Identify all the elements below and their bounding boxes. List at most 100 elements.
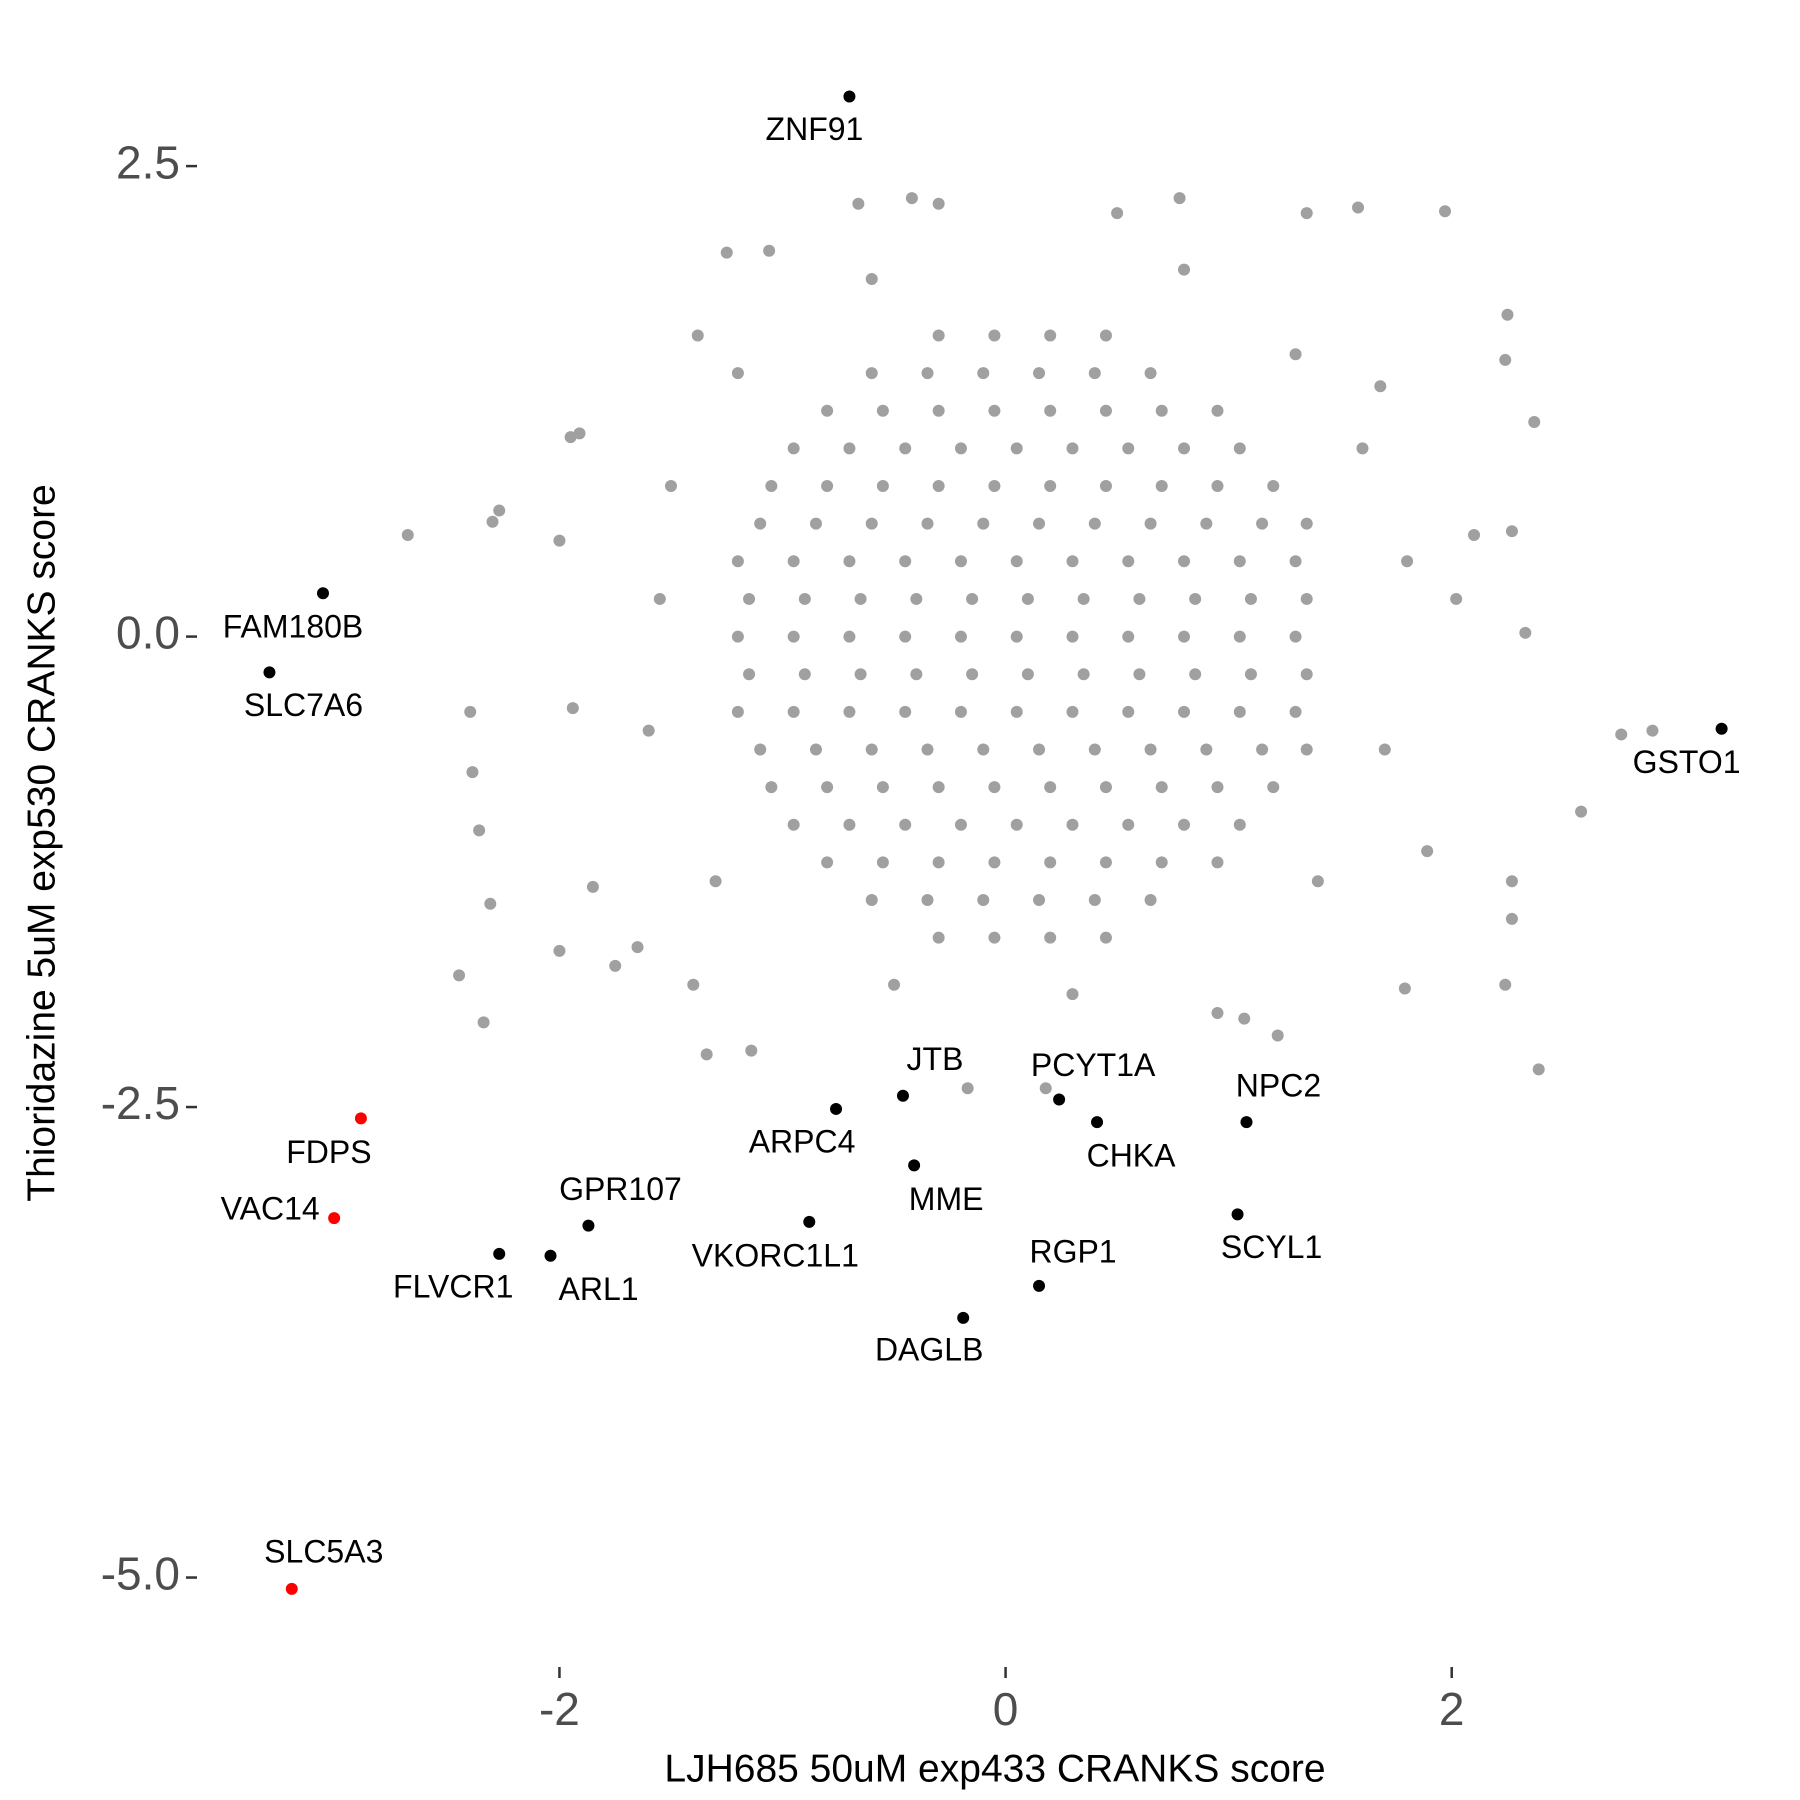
point-label: ARL1 — [558, 1271, 638, 1307]
point — [1122, 630, 1135, 643]
point — [932, 931, 945, 944]
point — [765, 480, 778, 493]
point — [1178, 442, 1191, 455]
point — [1010, 705, 1023, 718]
point — [354, 1112, 367, 1125]
point — [1499, 353, 1512, 366]
point — [285, 1582, 298, 1595]
point — [854, 668, 867, 681]
point — [921, 367, 934, 380]
point — [573, 427, 586, 440]
point — [700, 1048, 713, 1061]
point-label: ZNF91 — [766, 111, 864, 147]
point — [1178, 555, 1191, 568]
point — [843, 630, 856, 643]
point — [905, 192, 918, 205]
point — [932, 197, 945, 210]
point — [765, 781, 778, 794]
point — [1053, 1093, 1066, 1106]
point — [1111, 207, 1124, 220]
point — [798, 592, 811, 605]
point — [473, 824, 486, 837]
point — [1505, 525, 1518, 538]
point — [1155, 480, 1168, 493]
point-label: NPC2 — [1236, 1068, 1321, 1104]
point — [1211, 856, 1224, 869]
point — [876, 856, 889, 869]
point — [1133, 668, 1146, 681]
point — [484, 897, 497, 910]
point — [921, 894, 934, 907]
y-tick-label: 0.0 — [116, 607, 180, 659]
point — [932, 404, 945, 417]
point — [830, 1102, 843, 1115]
point — [1505, 912, 1518, 925]
point — [1505, 875, 1518, 888]
point — [1374, 380, 1387, 393]
point — [988, 329, 1001, 342]
point — [888, 978, 901, 991]
point — [1099, 329, 1112, 342]
point — [1099, 931, 1112, 944]
point — [1499, 978, 1512, 991]
point — [961, 1082, 974, 1095]
point — [401, 528, 414, 541]
point — [865, 894, 878, 907]
point — [910, 592, 923, 605]
point — [1144, 367, 1157, 380]
point — [843, 705, 856, 718]
point — [1155, 781, 1168, 794]
x-tick-label: 0 — [993, 1683, 1019, 1735]
point — [544, 1249, 557, 1262]
point — [821, 404, 834, 417]
x-tick-label: 2 — [1439, 1683, 1465, 1735]
point — [966, 592, 979, 605]
point — [1289, 555, 1302, 568]
point — [477, 1016, 490, 1029]
point — [821, 856, 834, 869]
point — [1122, 442, 1135, 455]
point — [1066, 988, 1079, 1001]
point — [1244, 592, 1257, 605]
point — [566, 702, 579, 715]
point — [642, 724, 655, 737]
point — [743, 592, 756, 605]
point — [1088, 743, 1101, 756]
point — [1178, 630, 1191, 643]
y-axis-title: Thioridazine 5uM exp530 CRANKS score — [20, 484, 63, 1202]
point — [1173, 192, 1186, 205]
point — [1715, 722, 1728, 735]
point — [1066, 630, 1079, 643]
point — [1010, 555, 1023, 568]
point — [328, 1212, 341, 1225]
point-label: PCYT1A — [1031, 1047, 1156, 1083]
point — [1033, 894, 1046, 907]
point — [1088, 367, 1101, 380]
point — [865, 517, 878, 530]
point — [1267, 480, 1280, 493]
y-tick-label: -5.0 — [101, 1548, 180, 1600]
point — [1200, 517, 1213, 530]
point — [843, 555, 856, 568]
point — [1519, 626, 1532, 639]
point — [1233, 705, 1246, 718]
point — [843, 90, 856, 103]
point — [731, 705, 744, 718]
point-label: SLC7A6 — [244, 687, 363, 723]
point — [754, 517, 767, 530]
point — [1122, 818, 1135, 831]
point — [977, 894, 990, 907]
point — [1289, 705, 1302, 718]
point — [745, 1044, 758, 1057]
point — [865, 367, 878, 380]
point-label: DAGLB — [875, 1331, 983, 1367]
point — [1300, 207, 1313, 220]
point — [1233, 818, 1246, 831]
point — [1378, 743, 1391, 756]
point — [1133, 592, 1146, 605]
point — [1033, 367, 1046, 380]
point — [876, 480, 889, 493]
point — [803, 1215, 816, 1228]
point — [876, 404, 889, 417]
